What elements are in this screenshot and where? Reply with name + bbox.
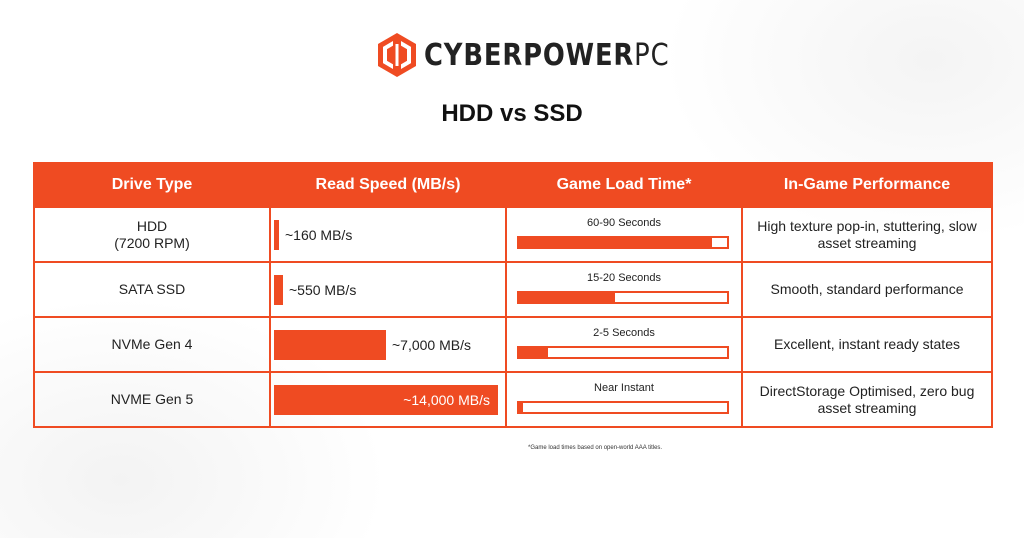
read-speed-cell: ~160 MB/s (269, 206, 507, 263)
read-speed-cell: ~14,000 MB/s (269, 371, 507, 428)
read-speed-label: ~160 MB/s (285, 226, 353, 243)
drive-type-cell: HDD (7200 RPM) (33, 206, 271, 263)
header-read-speed: Read Speed (MB/s) (269, 162, 507, 208)
drive-type-name: SATA SSD (118, 281, 186, 297)
drive-type-name: HDD (136, 217, 168, 234)
cyberpower-hex-icon (378, 33, 416, 77)
brand-suffix: PC (634, 37, 670, 73)
load-time-track (517, 291, 729, 304)
load-time-fill (519, 238, 713, 247)
table-row: NVME Gen 5 ~14,000 MB/s Near Instant Direct… (33, 371, 993, 428)
header-load-time: Game Load Time* (505, 162, 743, 208)
comparison-table: Drive Type Read Speed (MB/s) Game Load T… (33, 162, 993, 428)
load-time-fill (519, 348, 549, 357)
table-header-row: Drive Type Read Speed (MB/s) Game Load T… (33, 162, 993, 208)
performance-cell: Excellent, instant ready states (741, 316, 993, 373)
table-row: HDD (7200 RPM) ~160 MB/s 60-90 Seconds High … (33, 206, 993, 263)
read-speed-bar (274, 384, 498, 415)
page-title: HDD vs SSD (441, 100, 583, 127)
header-performance: In-Game Performance (741, 162, 993, 208)
header-drive-type: Drive Type (33, 162, 271, 208)
table-row: NVMe Gen 4 ~7,000 MB/s 2-5 Seconds Excellen… (33, 316, 993, 373)
read-speed-bar (274, 219, 279, 250)
read-speed-label: ~550 MB/s (289, 281, 357, 298)
drive-type-detail: (7200 RPM) (114, 234, 190, 251)
read-speed-label: ~7,000 MB/s (392, 336, 471, 353)
drive-type-name: NVMe Gen 4 (111, 336, 193, 352)
footnote: *Game load times based on open-world AAA… (528, 445, 663, 451)
performance-cell: Smooth, standard performance (741, 261, 993, 318)
brand-logo: CYBERPOWERPC (376, 32, 709, 78)
load-time-cell: 2-5 Seconds (505, 316, 743, 373)
load-time-track (517, 236, 729, 249)
read-speed-label: ~14,000 MB/s (403, 391, 490, 408)
load-time-track (517, 346, 729, 359)
read-speed-cell: ~7,000 MB/s (269, 316, 507, 373)
read-speed-bar (274, 329, 386, 360)
performance-cell: DirectStorage Optimised, zero bug asset … (741, 371, 993, 428)
load-time-label: 60-90 Seconds (587, 217, 661, 229)
table-row: SATA SSD ~550 MB/s 15-20 Seconds Smooth, st… (33, 261, 993, 318)
load-time-fill (519, 293, 615, 302)
read-speed-bar (274, 274, 283, 305)
load-time-cell: 15-20 Seconds (505, 261, 743, 318)
load-time-track (517, 401, 729, 414)
brand-name: CYBERPOWER (424, 37, 635, 73)
drive-type-cell: NVME Gen 5 (33, 371, 271, 428)
brand-wordmark: CYBERPOWERPC (424, 38, 669, 73)
drive-type-cell: NVMe Gen 4 (33, 316, 271, 373)
load-time-label: 2-5 Seconds (593, 327, 655, 339)
load-time-cell: 60-90 Seconds (505, 206, 743, 263)
load-time-fill (519, 403, 524, 412)
drive-type-cell: SATA SSD (33, 261, 271, 318)
load-time-cell: Near Instant (505, 371, 743, 428)
load-time-label: Near Instant (594, 382, 654, 394)
drive-type-name: NVME Gen 5 (110, 391, 194, 407)
performance-cell: High texture pop-in, stuttering, slow as… (741, 206, 993, 263)
read-speed-cell: ~550 MB/s (269, 261, 507, 318)
load-time-label: 15-20 Seconds (587, 272, 661, 284)
